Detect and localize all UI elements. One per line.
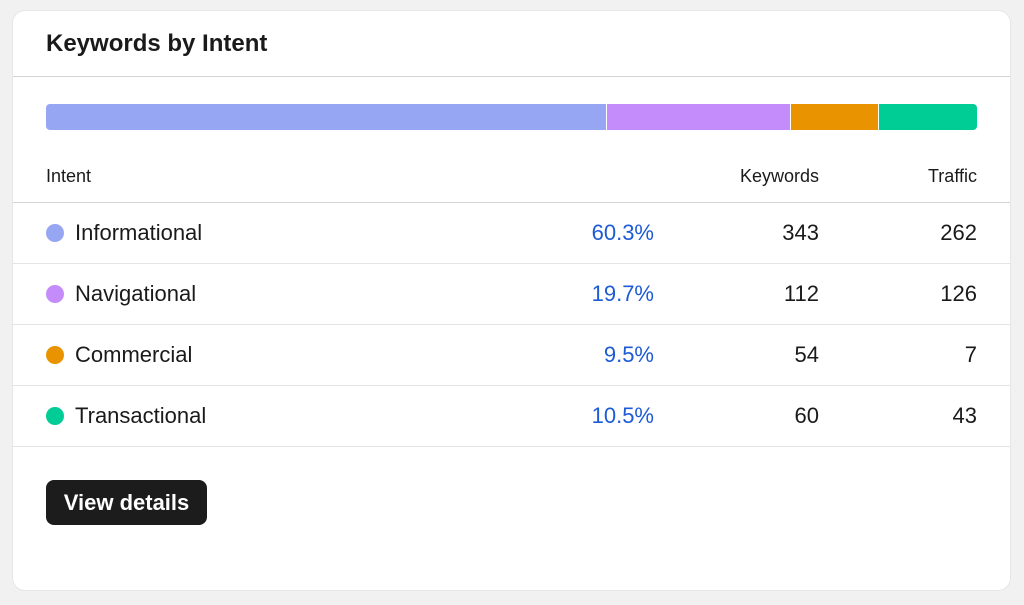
column-header: Intent	[46, 166, 92, 186]
table-row: Transactional 10.5% 60 43	[13, 386, 1010, 446]
intent-name: Informational	[75, 220, 203, 245]
header-divider	[13, 202, 1010, 203]
view-details-button[interactable]: View details	[46, 480, 207, 525]
row-divider	[13, 446, 1010, 447]
intent-name: Transactional	[75, 403, 207, 428]
intent-name: Navigational	[75, 281, 197, 306]
intent-name: Commercial	[75, 342, 193, 367]
traffic-count: 7	[964, 342, 977, 367]
bar-segment	[607, 104, 791, 130]
share-percent: 9.5%	[603, 342, 654, 367]
column-header: Keywords	[739, 166, 819, 186]
intent-dot	[46, 346, 64, 364]
traffic-count: 262	[940, 220, 977, 245]
intent-bar	[46, 104, 977, 130]
bar-segment	[790, 104, 880, 130]
keywords-count: 112	[783, 281, 819, 306]
row-divider	[13, 385, 1010, 386]
intent-dot	[46, 285, 64, 303]
card-title: Keywords by Intent	[46, 30, 268, 57]
bar-segment	[46, 104, 608, 130]
traffic-count: 43	[952, 403, 977, 428]
table-row: Navigational 19.7% 112 126	[13, 264, 1010, 324]
share-percent: 60.3%	[591, 220, 654, 245]
keywords-count: 60	[794, 403, 819, 428]
intent-dot	[46, 224, 64, 242]
intent-dot	[46, 407, 64, 425]
share-percent: 10.5%	[591, 403, 654, 428]
table-row: Informational 60.3% 343 262	[13, 203, 1010, 263]
table-row: Commercial 9.5% 54 7	[13, 325, 1010, 385]
keywords-count: 343	[782, 220, 819, 245]
column-header: Traffic	[927, 166, 977, 186]
keywords-count: 54	[794, 342, 819, 367]
row-divider	[13, 324, 1010, 325]
bar-segment	[879, 104, 977, 130]
card: Keywords by Intent Intent Keywords Traff…	[13, 11, 1010, 590]
divider	[13, 76, 1010, 77]
row-divider	[13, 263, 1010, 264]
share-percent: 19.7%	[591, 281, 654, 306]
traffic-count: 126	[940, 281, 977, 306]
